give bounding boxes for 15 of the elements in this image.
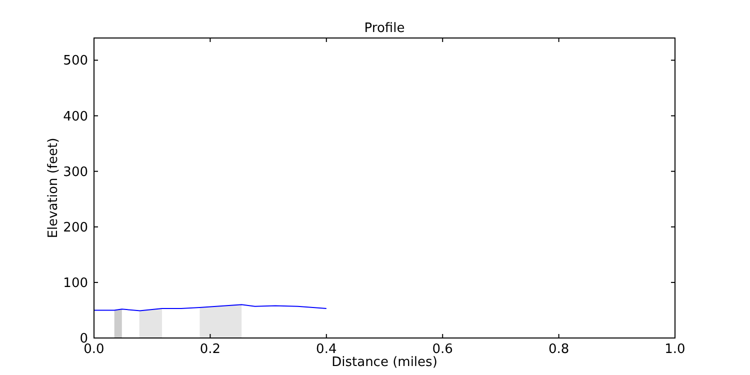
line-series [94,304,327,312]
x-tick-label: 0.2 [200,342,221,357]
chart-title: Profile [364,21,405,36]
x-tick-label: 0.0 [84,342,104,357]
y-axis-title: Elevation (feet) [46,138,61,238]
x-tick-label: 0.4 [316,342,337,357]
y-tick-label: 500 [63,54,88,69]
x-tick-label: 0.6 [432,342,453,357]
x-tick-label: 1.0 [664,342,686,357]
y-tick-label: 100 [63,276,88,291]
x-axis-title: Distance (miles) [332,355,438,370]
y-tick-label: 200 [63,220,88,236]
y-tick-label: 300 [63,164,88,180]
y-tick-label: 400 [63,109,88,124]
x-tick-label: 0.8 [548,342,570,357]
